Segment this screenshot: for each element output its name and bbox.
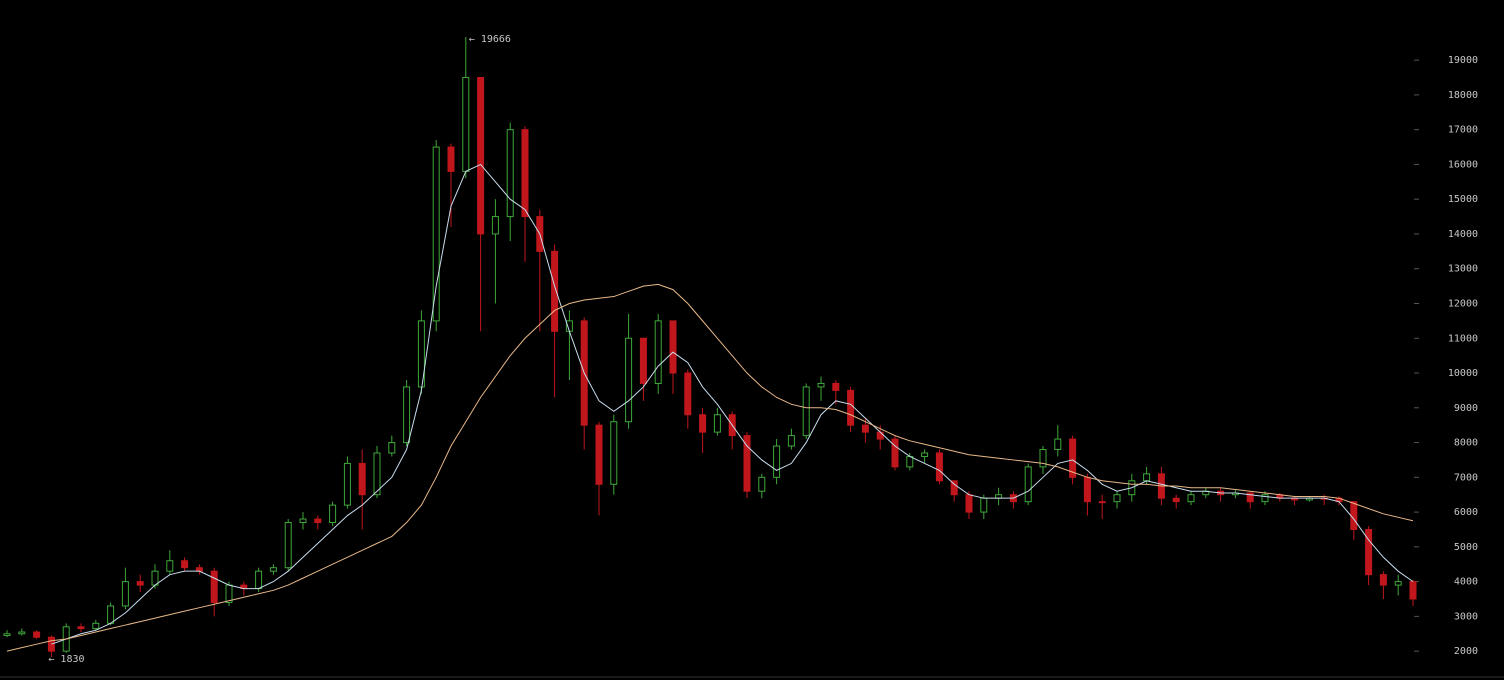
candle-body xyxy=(995,494,1003,499)
candle-body xyxy=(1143,473,1151,482)
candle-body xyxy=(299,518,307,524)
candle-body xyxy=(610,421,618,485)
y-tick-label: 9000 xyxy=(1454,403,1478,414)
y-tick-label: 5000 xyxy=(1454,542,1478,553)
candle-body xyxy=(3,633,11,637)
candle-body xyxy=(373,452,381,496)
candle-body xyxy=(595,424,603,485)
y-tick-label: 2000 xyxy=(1454,646,1478,657)
candle-body xyxy=(403,386,411,444)
candle-body xyxy=(107,605,115,624)
candle-body xyxy=(77,626,85,630)
candle-body xyxy=(1394,581,1402,586)
candle-body xyxy=(47,636,55,652)
y-tick-label: 7000 xyxy=(1454,472,1478,483)
candle-body xyxy=(787,435,795,447)
candle-body xyxy=(1187,494,1195,503)
candle-body xyxy=(654,320,662,384)
candle-body xyxy=(861,424,869,433)
candle-body xyxy=(758,476,766,492)
low-annotation: ← 1830 xyxy=(48,654,84,665)
y-tick-label: 16000 xyxy=(1448,159,1478,170)
y-tick-label: 11000 xyxy=(1448,333,1478,344)
candle-body xyxy=(1069,438,1077,478)
y-tick-label: 6000 xyxy=(1454,507,1478,518)
candle-body xyxy=(284,522,292,569)
candle-body xyxy=(876,431,884,440)
moving-average xyxy=(51,163,1414,645)
y-tick-label: 3000 xyxy=(1454,611,1478,622)
candle-body xyxy=(950,480,958,496)
candle-body xyxy=(269,567,277,572)
candle-body xyxy=(136,581,144,586)
y-tick-label: 17000 xyxy=(1448,125,1478,136)
candle-body xyxy=(121,581,129,607)
candle-body xyxy=(639,337,647,384)
candle-body xyxy=(521,129,529,218)
candle-body xyxy=(18,631,26,635)
candle-body xyxy=(699,414,707,433)
y-tick-label: 15000 xyxy=(1448,194,1478,205)
candle-body xyxy=(832,382,840,391)
candle-body xyxy=(447,146,455,172)
candle-body xyxy=(1083,476,1091,503)
candle-body xyxy=(33,631,41,638)
candle-body xyxy=(625,337,633,423)
candle-body xyxy=(195,567,203,572)
candle-body xyxy=(343,462,351,506)
moving-average xyxy=(6,283,1414,652)
candle-body xyxy=(1246,492,1254,503)
y-tick-label: 8000 xyxy=(1454,438,1478,449)
y-tick-label: 10000 xyxy=(1448,368,1478,379)
candle-body xyxy=(684,372,692,416)
candle-body xyxy=(1409,581,1417,600)
candle-body xyxy=(1365,528,1373,576)
candle-body xyxy=(1172,497,1180,503)
candle-body xyxy=(891,438,899,468)
candle-body xyxy=(477,77,485,235)
y-tick-label: 14000 xyxy=(1448,229,1478,240)
candle-body xyxy=(980,497,988,513)
high-annotation: ← 19666 xyxy=(469,34,511,45)
candle-body xyxy=(669,320,677,374)
candle-body xyxy=(1054,438,1062,451)
candle-body xyxy=(817,382,825,388)
candle-body xyxy=(314,518,322,524)
y-tick-label: 18000 xyxy=(1448,90,1478,101)
candle-body xyxy=(935,452,943,482)
candle-body xyxy=(166,560,174,572)
candle-body xyxy=(773,445,781,478)
candle-body xyxy=(847,389,855,426)
y-tick-label: 13000 xyxy=(1448,264,1478,275)
candle-body xyxy=(1113,494,1121,503)
y-tick-label: 12000 xyxy=(1448,298,1478,309)
candle-body xyxy=(1039,449,1047,468)
candle-body xyxy=(506,129,514,218)
candle-body xyxy=(462,77,470,172)
candle-body xyxy=(906,455,914,468)
candle-body xyxy=(329,504,337,524)
candle-body xyxy=(1098,501,1106,504)
y-tick-label: 4000 xyxy=(1454,577,1478,588)
candle-body xyxy=(92,622,100,630)
candle-body xyxy=(1024,466,1032,503)
candle-body xyxy=(388,442,396,454)
candle-body xyxy=(1379,574,1387,586)
candle-body xyxy=(432,146,440,322)
candle-body xyxy=(743,435,751,492)
candle-body xyxy=(1350,501,1358,530)
candle-body xyxy=(921,452,929,457)
candle-body xyxy=(802,386,810,437)
candle-body xyxy=(491,216,499,235)
candle-body xyxy=(551,250,559,332)
candle-body xyxy=(1261,494,1269,503)
y-tick-label: 19000 xyxy=(1448,55,1478,66)
candle-body xyxy=(210,570,218,603)
candle-body xyxy=(255,570,263,590)
candle-body xyxy=(965,494,973,513)
candle-body xyxy=(181,560,189,569)
candle-body xyxy=(358,462,366,496)
candle-body xyxy=(713,414,721,433)
